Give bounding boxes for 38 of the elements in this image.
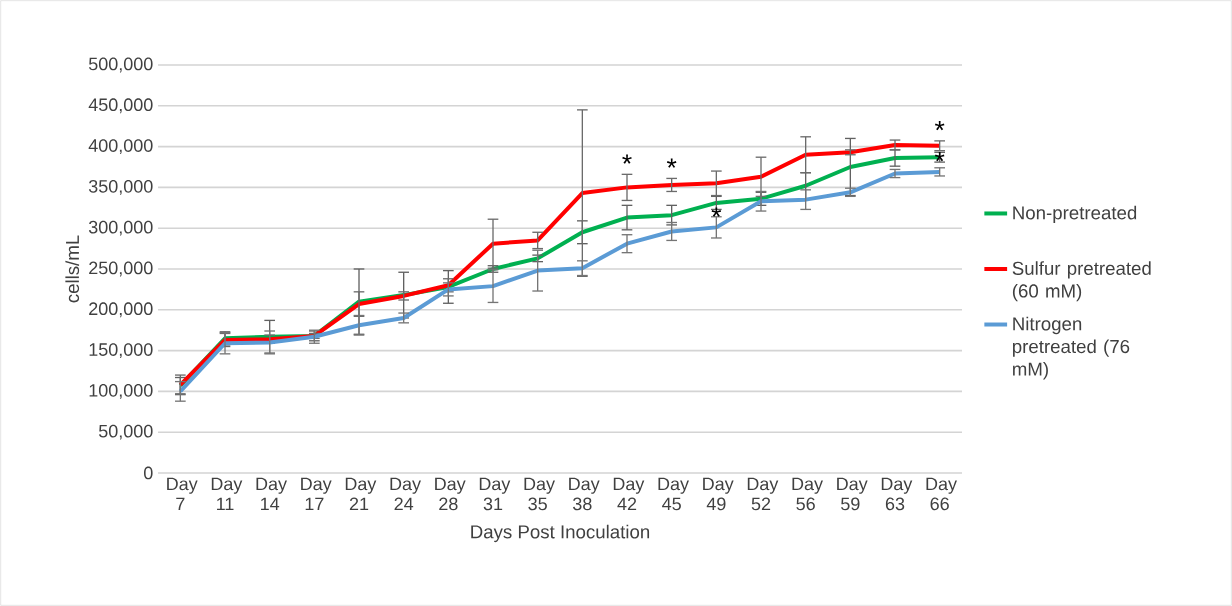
y-tick-label: 300,000 (88, 220, 153, 236)
y-tick-label: 250,000 (89, 261, 153, 277)
y-tick-label: 0 (144, 466, 153, 480)
legend-label: Nitrogen pretreated (76 mM) (1012, 316, 1130, 380)
x-tick-label: Day 14 (256, 477, 287, 511)
legend-label: Non-pretreated (1013, 205, 1137, 224)
y-tick-label: 150,000 (89, 343, 153, 359)
x-tick-label: Day 21 (345, 477, 377, 511)
annotation: * (711, 207, 722, 217)
y-axis-title: cells/mL (65, 235, 80, 303)
x-tick-label: Day 31 (479, 477, 511, 511)
y-tick-label: 450,000 (88, 98, 153, 114)
x-tick-label: Day 7 (167, 477, 198, 511)
x-tick-label: Day 24 (390, 477, 421, 511)
x-tick-label: Day 52 (747, 477, 779, 511)
y-tick-label: 350,000 (88, 179, 153, 195)
x-tick-label: Day 56 (792, 477, 823, 511)
annotation: * (666, 158, 677, 168)
x-tick-label: Day 38 (569, 477, 600, 511)
x-tick-label: Day 59 (837, 477, 868, 511)
x-tick-label: Day 28 (435, 477, 466, 511)
y-tick-label: 100,000 (89, 383, 153, 399)
x-tick-label: Day 11 (211, 477, 243, 511)
x-tick-label: Day 42 (613, 477, 645, 511)
annotation: * (622, 154, 632, 164)
x-tick-label: Day 17 (301, 477, 332, 511)
x-axis-title: Days Post Inoculation (471, 524, 650, 543)
y-tick-label: 400,000 (88, 139, 153, 155)
y-tick-label: 50,000 (98, 424, 153, 440)
x-tick-label: Day 45 (658, 477, 689, 511)
y-tick-label: 200,000 (89, 302, 153, 318)
x-tick-label: Day 66 (926, 477, 957, 511)
annotation: * (934, 120, 945, 131)
y-tick-label: 500,000 (88, 57, 153, 73)
x-tick-label: Day 49 (703, 477, 734, 511)
legend-label: Sulfur pretreated (60 mM) (1012, 261, 1151, 302)
x-tick-label: Day 35 (524, 477, 555, 511)
x-tick-label: Day 63 (881, 477, 913, 511)
